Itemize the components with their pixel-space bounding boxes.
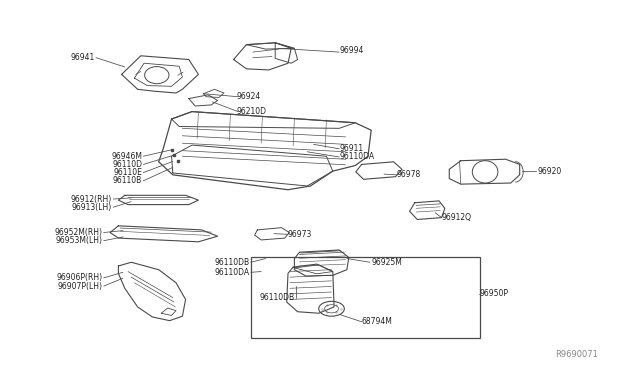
Text: 96110E: 96110E <box>113 168 142 177</box>
Text: 96911: 96911 <box>339 144 364 153</box>
Text: 96913(LH): 96913(LH) <box>72 203 112 212</box>
Bar <box>251 257 480 338</box>
Text: 96924: 96924 <box>237 92 261 101</box>
Text: 96912(RH): 96912(RH) <box>71 195 112 203</box>
Text: 96912Q: 96912Q <box>442 213 472 222</box>
Text: 96920: 96920 <box>538 167 562 176</box>
Text: 68794M: 68794M <box>362 317 392 326</box>
Text: 96973: 96973 <box>288 230 312 239</box>
Text: 96110DA: 96110DA <box>339 153 374 161</box>
Text: 96950P: 96950P <box>480 289 509 298</box>
Text: 96907P(LH): 96907P(LH) <box>58 282 102 291</box>
Text: 96952M(RH): 96952M(RH) <box>54 228 102 237</box>
Text: 96906P(RH): 96906P(RH) <box>56 273 102 282</box>
Text: 96946M: 96946M <box>111 152 142 161</box>
Text: 96110B: 96110B <box>113 176 142 185</box>
Text: 96210D: 96210D <box>237 107 267 116</box>
Text: 96994: 96994 <box>339 46 364 55</box>
Text: 96925M: 96925M <box>371 258 402 267</box>
Text: 96978: 96978 <box>397 170 421 179</box>
Text: 96941: 96941 <box>70 53 95 62</box>
Text: 96953M(LH): 96953M(LH) <box>56 236 102 245</box>
Text: 96110DB: 96110DB <box>214 258 250 267</box>
Text: R9690071: R9690071 <box>556 350 598 359</box>
Text: 96110DA: 96110DA <box>214 268 250 277</box>
Text: 96110DB: 96110DB <box>259 293 294 302</box>
Text: 96110D: 96110D <box>112 160 142 169</box>
